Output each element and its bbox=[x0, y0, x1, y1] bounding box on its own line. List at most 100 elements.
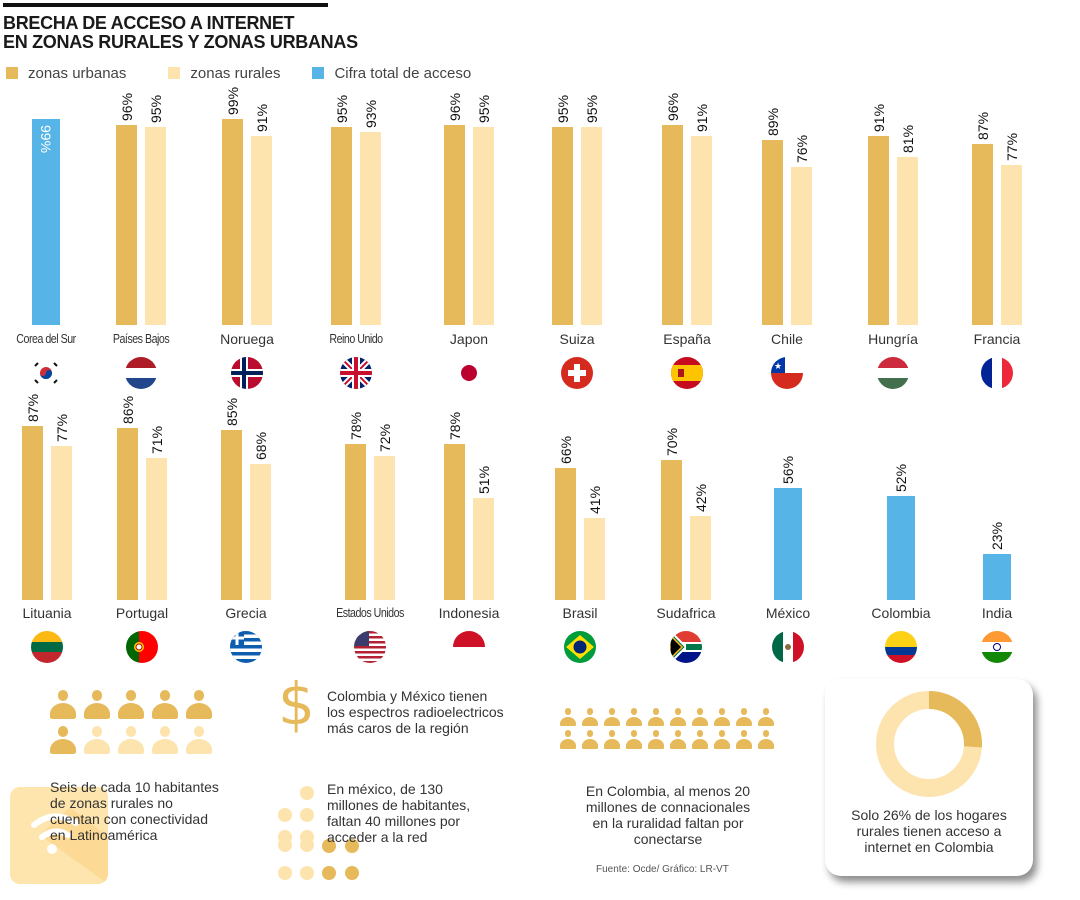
person-icon bbox=[50, 725, 76, 756]
population-dot bbox=[278, 838, 292, 852]
bar-sudafrica-urban bbox=[661, 460, 682, 600]
data-label-paises-bajos-urban: 96% bbox=[118, 93, 135, 122]
country-label-hungria: Hungría bbox=[868, 331, 918, 347]
fact-donut-line: internet en Colombia bbox=[864, 839, 994, 855]
bar-espana-rural bbox=[691, 135, 712, 325]
fact-mexico-line: millones de habitantes, bbox=[327, 797, 471, 813]
netherlands-flag-icon bbox=[125, 357, 157, 389]
bar-espana-urban bbox=[662, 125, 683, 325]
brazil-flag-icon bbox=[564, 631, 596, 663]
spain-flag-icon bbox=[671, 357, 703, 389]
chart-row-1: 99% Corea del Sur 96% 95% Países Bajos 99% 91%… bbox=[0, 85, 1080, 395]
dollar-icon: $ bbox=[278, 670, 315, 738]
data-label-reino-unido-urban: 95% bbox=[333, 95, 350, 124]
person-icon bbox=[758, 708, 774, 727]
bar-grecia-urban bbox=[221, 430, 242, 600]
data-label-espana-rural: 91% bbox=[693, 103, 710, 132]
data-label-espana-urban: 96% bbox=[664, 93, 681, 122]
country-label-noruega: Noruega bbox=[220, 331, 274, 347]
bar-india-total bbox=[983, 554, 1011, 600]
population-dot bbox=[300, 808, 314, 822]
data-label-india-total: 23% bbox=[989, 521, 1005, 550]
data-label-brasil-rural: 41% bbox=[586, 485, 603, 514]
title-rule bbox=[3, 3, 328, 7]
population-dot bbox=[300, 786, 314, 800]
colombia-flag-icon bbox=[885, 631, 917, 663]
country-label-estados-unidos: Estados Unidos bbox=[336, 605, 404, 620]
bar-brasil-urban bbox=[555, 468, 576, 600]
fact-spectrum-line: los espectros radioelectricos bbox=[327, 704, 504, 720]
fact-latam-line: de zonas rurales no bbox=[50, 795, 173, 811]
data-label-indonesia-urban: 78% bbox=[446, 411, 463, 440]
svg-text:★: ★ bbox=[774, 361, 782, 371]
person-icon bbox=[692, 730, 708, 749]
population-dot bbox=[345, 866, 359, 880]
fact-colombia-line: conectarse bbox=[633, 831, 703, 847]
bar-francia-rural bbox=[1001, 164, 1022, 325]
country-label-grecia: Grecia bbox=[225, 605, 267, 621]
lithuania-flag-icon bbox=[31, 631, 63, 663]
donut-slice-with-access bbox=[876, 691, 982, 797]
person-icon bbox=[84, 690, 110, 720]
bar-sudafrica-rural bbox=[690, 516, 711, 600]
country-label-sudafrica: Sudafrica bbox=[656, 605, 716, 621]
person-icon bbox=[604, 730, 620, 749]
data-label-portugal-rural: 71% bbox=[148, 425, 165, 454]
population-dot bbox=[278, 808, 292, 822]
fact-latam-line: en Latinoamérica bbox=[50, 827, 158, 843]
legend-label-rural: zonas rurales bbox=[190, 64, 281, 82]
population-dot bbox=[300, 866, 314, 880]
fact-donut-line: rurales tienen acceso a bbox=[856, 823, 1002, 839]
switzerland-flag-icon bbox=[561, 357, 593, 389]
country-label-mexico: México bbox=[765, 605, 811, 621]
legend-label-total: Cifra total de acceso bbox=[334, 64, 472, 82]
fact-mexico: En méxico, de 130 millones de habitantes… bbox=[327, 781, 470, 845]
bar-chile-urban bbox=[762, 139, 783, 325]
data-label-francia-rural: 77% bbox=[1003, 132, 1020, 161]
data-label-noruega-urban: 99% bbox=[224, 87, 241, 116]
country-label-brasil: Brasil bbox=[562, 605, 598, 621]
legend-swatch-total bbox=[312, 67, 325, 79]
fact-donut-line: Solo 26% de los hogares bbox=[851, 807, 1007, 823]
source-note: Fuente: Ocde/ Gráfico: LR-VT bbox=[596, 864, 729, 875]
fact-colombia-line: millones de connacionales bbox=[585, 799, 751, 815]
data-label-chile-urban: 89% bbox=[764, 107, 781, 136]
country-label-reino-unido: Reino Unido bbox=[329, 331, 383, 346]
data-label-reino-unido-rural: 93% bbox=[362, 99, 379, 128]
person-icon bbox=[152, 690, 178, 720]
legend-label-urban: zonas urbanas bbox=[28, 64, 127, 82]
bar-noruega-rural bbox=[251, 135, 272, 325]
bar-suiza-urban bbox=[552, 127, 573, 325]
fact-donut: Solo 26% de los hogares rurales tienen a… bbox=[825, 807, 1033, 855]
person-icon bbox=[604, 708, 620, 727]
bar-reino-unido-urban bbox=[331, 127, 352, 325]
chile-flag-icon: ★ bbox=[771, 357, 803, 389]
country-label-corea-del-sur: Corea del Sur bbox=[16, 331, 76, 346]
person-icon bbox=[626, 708, 642, 727]
mexico-flag-icon bbox=[772, 631, 804, 663]
fact-colombia-line: en la ruralidad faltan por bbox=[592, 815, 744, 831]
bar-paises-bajos-urban bbox=[116, 125, 137, 325]
greece-flag-icon bbox=[230, 631, 262, 663]
data-label-chile-rural: 76% bbox=[793, 134, 810, 163]
data-label-lituania-rural: 77% bbox=[53, 413, 70, 442]
bar-estados-unidos-rural bbox=[374, 456, 395, 600]
data-label-hungria-urban: 91% bbox=[870, 103, 887, 132]
bar-mexico-total bbox=[774, 488, 802, 600]
japan-flag-icon bbox=[453, 357, 485, 389]
data-label-lituania-urban: 87% bbox=[24, 393, 41, 422]
country-label-paises-bajos: Países Bajos bbox=[112, 331, 170, 346]
data-label-francia-urban: 87% bbox=[974, 112, 991, 141]
person-icon bbox=[692, 708, 708, 727]
people-icons-latam bbox=[50, 690, 220, 756]
bar-hungria-rural bbox=[897, 156, 918, 325]
bar-indonesia-urban bbox=[444, 444, 465, 600]
chart-row-2: 87% 77% Lituania 86% 71% Portugal 85% 68% Grecia… bbox=[0, 385, 1080, 670]
country-label-francia: Francia bbox=[973, 331, 1021, 347]
bar-lituania-urban bbox=[22, 426, 43, 600]
bar-portugal-urban bbox=[117, 428, 138, 600]
bar-estados-unidos-urban bbox=[345, 444, 366, 600]
bar-noruega-urban bbox=[222, 119, 243, 325]
bar-japon-rural bbox=[473, 127, 494, 325]
data-label-estados-unidos-rural: 72% bbox=[376, 423, 393, 452]
